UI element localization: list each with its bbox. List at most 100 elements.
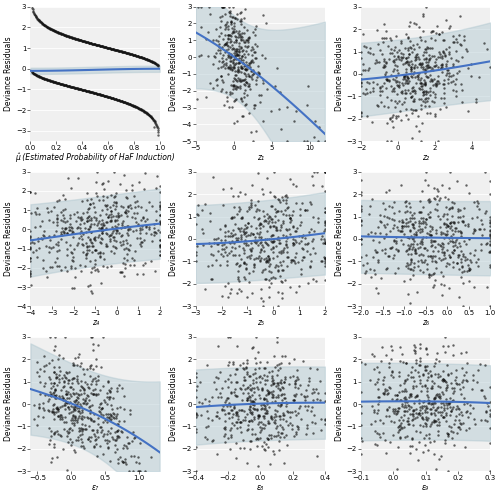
Point — [258, 383, 266, 391]
Point — [64, 174, 72, 182]
Point — [115, 418, 123, 426]
Point — [98, 423, 106, 431]
Point — [294, 409, 302, 417]
Point — [54, 79, 62, 87]
Point — [220, 2, 228, 10]
Point — [214, 46, 222, 54]
Point — [412, 240, 420, 248]
Point — [252, 76, 260, 84]
Point — [74, 240, 82, 248]
Point — [156, 203, 164, 211]
Point — [248, 410, 256, 418]
Point — [440, 53, 448, 61]
Point — [265, 235, 273, 243]
Point — [228, 232, 236, 240]
Point — [82, 254, 90, 262]
Point — [101, 436, 109, 444]
Point — [278, 352, 285, 360]
Point — [246, 253, 254, 261]
Point — [382, 70, 390, 78]
Point — [78, 427, 86, 434]
Point — [36, 390, 44, 398]
Point — [38, 19, 46, 27]
Point — [218, 2, 226, 10]
Point — [393, 99, 401, 107]
Point — [248, 384, 256, 392]
Point — [92, 216, 100, 224]
Point — [64, 379, 72, 387]
Point — [99, 333, 107, 341]
Point — [232, 56, 240, 63]
Point — [364, 66, 372, 74]
Point — [149, 58, 157, 66]
Point — [417, 78, 425, 86]
Point — [137, 106, 145, 114]
Point — [454, 38, 462, 46]
Point — [286, 257, 294, 265]
Point — [256, 224, 264, 232]
Point — [122, 99, 130, 107]
Point — [405, 50, 413, 58]
Point — [274, 195, 282, 203]
Point — [402, 403, 410, 411]
Point — [414, 226, 422, 234]
Point — [64, 403, 72, 411]
Point — [428, 64, 436, 72]
Point — [83, 413, 91, 421]
Point — [52, 408, 60, 416]
Point — [111, 95, 119, 103]
Point — [94, 41, 102, 49]
Point — [284, 248, 292, 256]
Point — [47, 77, 55, 85]
Point — [240, 249, 248, 257]
Point — [244, 383, 252, 391]
Point — [390, 198, 398, 206]
Point — [262, 400, 270, 408]
Point — [237, 235, 245, 243]
Point — [461, 252, 469, 260]
Point — [370, 417, 378, 425]
Point — [426, 367, 434, 375]
Point — [88, 40, 96, 48]
Point — [448, 237, 456, 245]
Point — [483, 45, 491, 53]
Point — [425, 55, 433, 63]
Point — [128, 186, 136, 193]
Point — [58, 80, 66, 88]
Point — [103, 263, 111, 271]
Point — [98, 192, 106, 200]
Point — [275, 105, 283, 113]
Point — [410, 259, 418, 267]
Point — [71, 273, 79, 281]
Point — [256, 98, 264, 106]
Point — [442, 399, 450, 407]
Point — [96, 442, 104, 450]
Point — [464, 222, 472, 230]
Point — [123, 49, 131, 57]
Point — [440, 76, 448, 84]
Point — [136, 467, 143, 475]
Point — [70, 374, 78, 382]
Point — [438, 229, 446, 237]
Point — [372, 270, 380, 278]
Point — [434, 373, 442, 381]
Point — [121, 260, 129, 268]
Point — [126, 50, 134, 58]
Point — [246, 59, 254, 67]
Point — [438, 54, 446, 62]
Point — [212, 412, 220, 420]
Point — [42, 22, 50, 30]
Point — [242, 48, 250, 56]
Point — [233, 45, 241, 53]
Point — [450, 199, 458, 207]
Point — [292, 422, 300, 430]
Point — [88, 88, 96, 96]
Point — [130, 209, 138, 217]
Point — [62, 81, 70, 89]
Point — [430, 399, 438, 407]
Point — [260, 376, 268, 384]
Point — [471, 420, 479, 428]
Point — [150, 123, 158, 130]
Point — [253, 229, 261, 237]
Point — [225, 63, 233, 71]
